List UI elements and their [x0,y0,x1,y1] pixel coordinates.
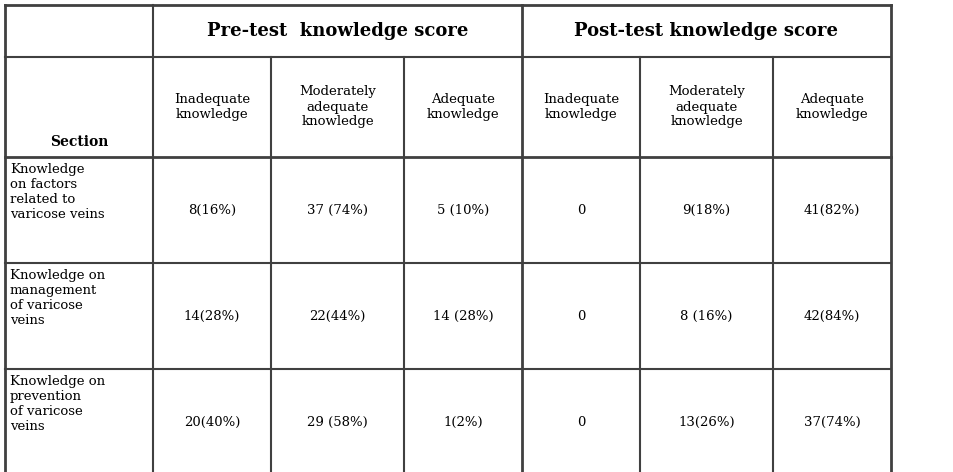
Text: 22(44%): 22(44%) [309,310,365,322]
Text: Knowledge on
prevention
of varicose
veins: Knowledge on prevention of varicose vein… [10,375,105,433]
Text: Section: Section [50,135,108,149]
Text: Adequate
knowledge: Adequate knowledge [426,93,498,121]
Text: Moderately
adequate
knowledge: Moderately adequate knowledge [298,85,375,128]
Text: 37(74%): 37(74%) [802,415,860,429]
Text: 0: 0 [577,310,584,322]
Text: Post-test knowledge score: Post-test knowledge score [574,22,838,40]
Text: Inadequate
knowledge: Inadequate knowledge [542,93,618,121]
Text: 8(16%): 8(16%) [188,203,235,217]
Text: 14 (28%): 14 (28%) [433,310,493,322]
Text: Moderately
adequate
knowledge: Moderately adequate knowledge [667,85,744,128]
Text: Knowledge
on factors
related to
varicose veins: Knowledge on factors related to varicose… [10,163,105,221]
Text: 41(82%): 41(82%) [803,203,860,217]
Text: 29 (58%): 29 (58%) [307,415,368,429]
Text: 8 (16%): 8 (16%) [679,310,732,322]
Text: 42(84%): 42(84%) [803,310,860,322]
Text: 14(28%): 14(28%) [184,310,240,322]
Text: Pre-test  knowledge score: Pre-test knowledge score [207,22,468,40]
Text: 0: 0 [577,203,584,217]
Text: 9(18%): 9(18%) [681,203,730,217]
Text: 5 (10%): 5 (10%) [436,203,489,217]
Text: 20(40%): 20(40%) [184,415,240,429]
Text: 0: 0 [577,415,584,429]
Text: Inadequate
knowledge: Inadequate knowledge [173,93,250,121]
Text: 13(26%): 13(26%) [678,415,734,429]
Text: 1(2%): 1(2%) [443,415,482,429]
Text: Knowledge on
management
of varicose
veins: Knowledge on management of varicose vein… [10,269,105,327]
Text: 37 (74%): 37 (74%) [307,203,368,217]
Text: Adequate
knowledge: Adequate knowledge [795,93,867,121]
